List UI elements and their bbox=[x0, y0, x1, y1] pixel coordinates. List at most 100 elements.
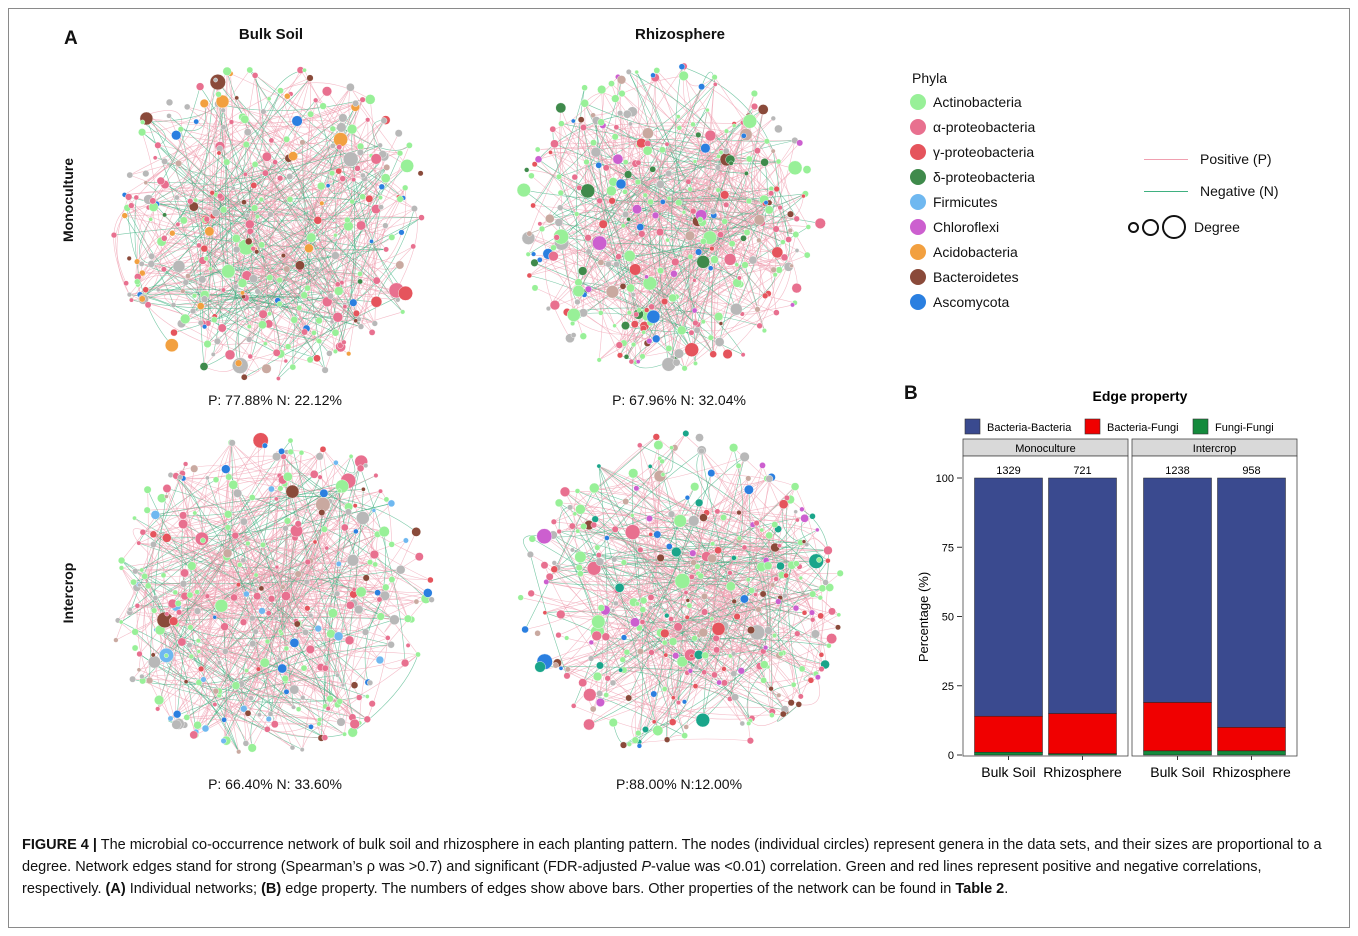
network-node bbox=[550, 139, 559, 149]
network-node bbox=[220, 124, 227, 131]
network-edge bbox=[204, 248, 398, 301]
network-edge bbox=[203, 553, 228, 680]
network-edge bbox=[619, 255, 632, 362]
network-node bbox=[149, 530, 158, 539]
network-edge bbox=[214, 578, 431, 618]
network-node bbox=[676, 656, 688, 668]
network-node bbox=[136, 540, 142, 546]
network-node bbox=[653, 67, 661, 74]
network-node bbox=[542, 610, 548, 615]
network-edge bbox=[667, 655, 676, 698]
network-node bbox=[707, 469, 716, 477]
network-node bbox=[335, 560, 342, 567]
network-edge bbox=[224, 626, 268, 730]
network-node bbox=[683, 590, 689, 596]
network-node bbox=[212, 476, 220, 483]
network-node bbox=[242, 141, 250, 149]
network-node bbox=[684, 342, 699, 357]
network-node bbox=[246, 324, 252, 329]
network-node bbox=[189, 308, 197, 315]
network-node bbox=[319, 488, 329, 498]
network-edge bbox=[374, 534, 378, 565]
network-node bbox=[626, 283, 636, 293]
network-node bbox=[316, 181, 326, 191]
network-node bbox=[175, 221, 181, 227]
panel-a-label: A bbox=[64, 28, 78, 49]
network-node bbox=[731, 651, 737, 657]
network-node bbox=[318, 509, 326, 516]
network-edge bbox=[205, 669, 259, 729]
legend-swatch bbox=[1192, 418, 1209, 435]
network-node bbox=[265, 716, 272, 723]
network-edge bbox=[245, 168, 363, 197]
network-node bbox=[626, 216, 631, 222]
network-node bbox=[245, 540, 251, 547]
legend-label: Fungi-Fungi bbox=[1215, 422, 1274, 434]
network-node bbox=[396, 564, 406, 575]
network-edge bbox=[561, 122, 619, 160]
network-edge bbox=[646, 557, 661, 731]
network-node bbox=[550, 518, 557, 525]
network-edge bbox=[136, 605, 177, 725]
network-node bbox=[139, 567, 145, 573]
network-node bbox=[651, 211, 660, 220]
network-edge bbox=[306, 581, 378, 593]
network-node bbox=[150, 541, 157, 548]
network-node bbox=[639, 619, 646, 625]
network-edge bbox=[324, 119, 369, 371]
network-node bbox=[289, 744, 296, 751]
network-node bbox=[574, 298, 581, 306]
network-node bbox=[220, 107, 226, 113]
network-node bbox=[255, 666, 261, 672]
network-node bbox=[802, 165, 812, 174]
network-edge bbox=[153, 534, 294, 708]
network-node bbox=[276, 656, 282, 662]
network-node bbox=[611, 133, 619, 141]
network-node bbox=[332, 348, 338, 354]
network-node bbox=[545, 306, 551, 312]
network-edge bbox=[762, 196, 804, 224]
network-node bbox=[592, 235, 608, 251]
network-node bbox=[406, 142, 413, 149]
network-node bbox=[161, 235, 168, 242]
network-edge bbox=[683, 75, 699, 136]
network-edge bbox=[217, 81, 365, 179]
network-edge bbox=[700, 511, 718, 577]
network-node bbox=[686, 602, 693, 609]
network-edge bbox=[559, 531, 797, 564]
network-node bbox=[691, 635, 698, 642]
network-node bbox=[685, 178, 692, 185]
network-node bbox=[698, 447, 705, 455]
network-edge bbox=[215, 79, 247, 299]
network-node bbox=[660, 472, 666, 477]
network-node bbox=[326, 350, 333, 357]
network-edge bbox=[580, 573, 773, 586]
network-edge bbox=[137, 121, 232, 282]
network-node bbox=[321, 296, 333, 308]
network-node bbox=[630, 513, 635, 518]
network-edge bbox=[147, 504, 323, 511]
network-node bbox=[125, 193, 133, 201]
network-edge bbox=[550, 152, 727, 206]
network-node bbox=[625, 694, 633, 702]
network-node bbox=[388, 576, 396, 583]
network-node bbox=[762, 292, 769, 299]
network-node bbox=[143, 485, 152, 494]
network-node bbox=[715, 187, 721, 193]
network-node bbox=[236, 749, 242, 755]
network-node bbox=[267, 311, 272, 317]
network-node bbox=[149, 197, 157, 205]
network-edge bbox=[219, 197, 250, 327]
network-node bbox=[597, 258, 605, 266]
network-node bbox=[733, 613, 741, 621]
network-node bbox=[618, 90, 626, 98]
network-node bbox=[265, 610, 272, 617]
network-node bbox=[611, 94, 620, 103]
network-node bbox=[530, 258, 539, 267]
network-node bbox=[239, 517, 248, 526]
network-node bbox=[751, 103, 759, 111]
network-node bbox=[731, 123, 737, 128]
network-node bbox=[368, 700, 376, 708]
network-edge bbox=[681, 66, 774, 152]
network-node bbox=[670, 695, 676, 701]
